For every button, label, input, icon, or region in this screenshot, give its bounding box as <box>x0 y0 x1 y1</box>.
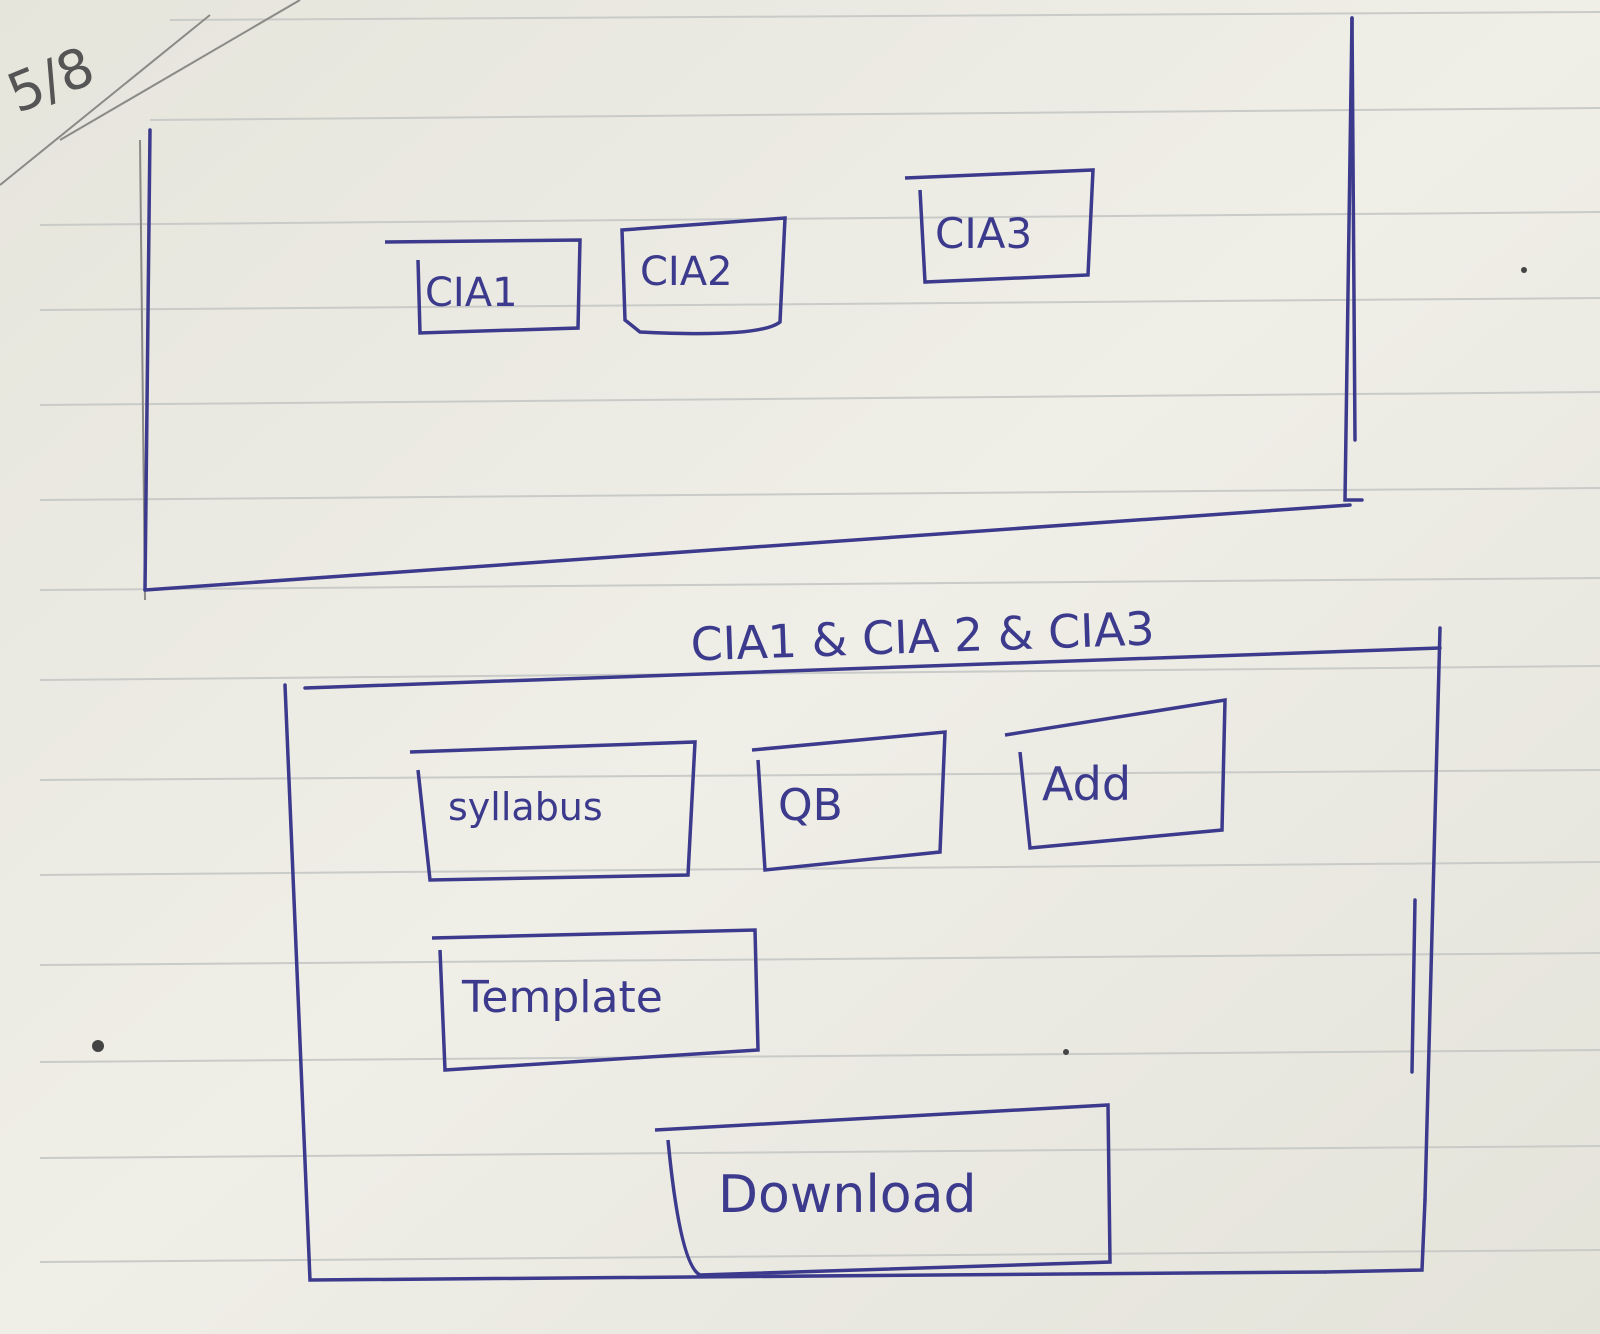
syllabus-button[interactable]: syllabus <box>409 740 697 882</box>
download-button[interactable]: Download <box>654 1103 1112 1277</box>
ink-dots <box>92 267 1527 1055</box>
template-button-label: Template <box>461 972 663 1023</box>
add-button[interactable]: Add <box>1004 697 1227 850</box>
tab-cia1-label: CIA1 <box>425 270 518 316</box>
qb-button[interactable]: QB <box>751 730 947 872</box>
template-button[interactable]: Template <box>431 928 760 1072</box>
syllabus-button-label: syllabus <box>448 785 603 829</box>
qb-button-label: QB <box>778 780 843 831</box>
tab-cia3[interactable]: CIA3 <box>904 168 1095 284</box>
download-button-label: Download <box>718 1165 976 1225</box>
top-panel <box>143 16 1364 592</box>
ruled-lines <box>39 11 1600 1263</box>
tab-cia3-label: CIA3 <box>935 209 1032 258</box>
tab-cia2-label: CIA2 <box>640 249 733 295</box>
bottom-panel <box>283 626 1442 1282</box>
add-button-label: Add <box>1042 757 1131 811</box>
tab-cia1[interactable]: CIA1 <box>384 238 582 335</box>
tab-cia2[interactable]: CIA2 <box>620 216 787 336</box>
